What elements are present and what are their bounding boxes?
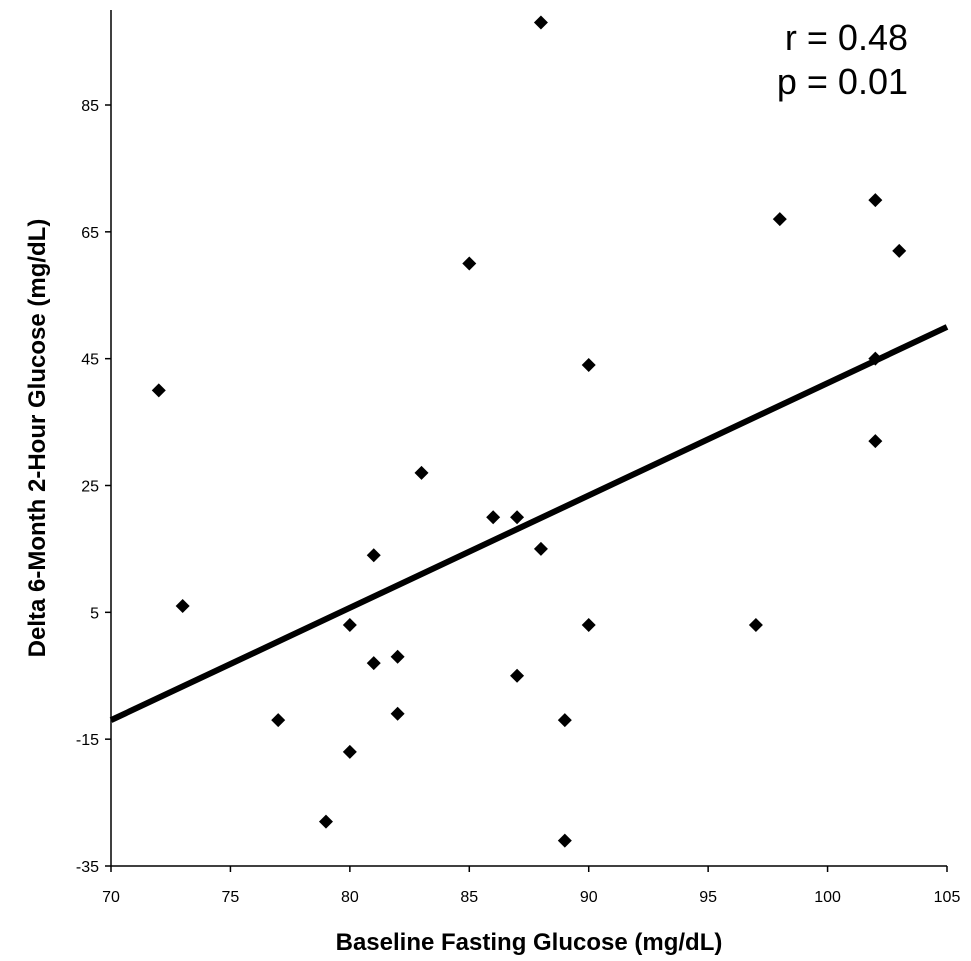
- x-tick-label: 80: [341, 889, 359, 906]
- x-tick-label: 90: [580, 889, 598, 906]
- y-tick-label: 85: [81, 98, 99, 115]
- y-tick-label: -15: [76, 732, 99, 749]
- data-point: [533, 15, 548, 30]
- data-point: [366, 656, 381, 671]
- x-tick-label: 105: [934, 889, 961, 906]
- data-point: [557, 713, 572, 728]
- data-point: [581, 358, 596, 373]
- x-tick-label: 85: [460, 889, 478, 906]
- data-point: [868, 434, 883, 449]
- x-axis-title: Baseline Fasting Glucose (mg/dL): [336, 929, 723, 956]
- y-tick-label: 65: [81, 225, 99, 242]
- x-tick-label: 70: [102, 889, 120, 906]
- x-tick-label: 100: [814, 889, 841, 906]
- data-point: [414, 465, 429, 480]
- data-point: [390, 649, 405, 664]
- data-point: [366, 548, 381, 563]
- y-tick-label: 45: [81, 352, 99, 369]
- data-point: [342, 618, 357, 633]
- data-point: [318, 814, 333, 829]
- data-point: [533, 541, 548, 556]
- y-tick-label: 25: [81, 479, 99, 496]
- data-point: [390, 706, 405, 721]
- data-point: [271, 713, 286, 728]
- tick-labels: 70 75 80 85 90 95 100 105 -35 -15 5 25 45 65 85: [76, 98, 961, 906]
- data-points: [151, 15, 907, 848]
- data-point: [868, 351, 883, 366]
- data-point: [581, 618, 596, 633]
- trendline: [109, 324, 949, 723]
- data-point: [486, 510, 501, 525]
- data-point: [342, 744, 357, 759]
- y-axis-title: Delta 6-Month 2-Hour Glucose (mg/dL): [24, 219, 51, 658]
- data-point: [510, 668, 525, 683]
- data-point: [151, 383, 166, 398]
- axes: [105, 10, 948, 872]
- x-tick-label: 95: [699, 889, 717, 906]
- data-point: [892, 243, 907, 258]
- data-point: [557, 833, 572, 848]
- data-point: [510, 510, 525, 525]
- data-point: [868, 193, 883, 208]
- data-point: [772, 212, 787, 227]
- y-tick-label: 5: [90, 605, 99, 622]
- data-point: [175, 598, 190, 613]
- y-tick-label: -35: [76, 859, 99, 876]
- p-value-annotation: p = 0.01: [777, 61, 908, 102]
- data-point: [748, 618, 763, 633]
- correlation-annotation: r = 0.48: [785, 17, 908, 58]
- x-tick-label: 75: [222, 889, 240, 906]
- data-point: [462, 256, 477, 271]
